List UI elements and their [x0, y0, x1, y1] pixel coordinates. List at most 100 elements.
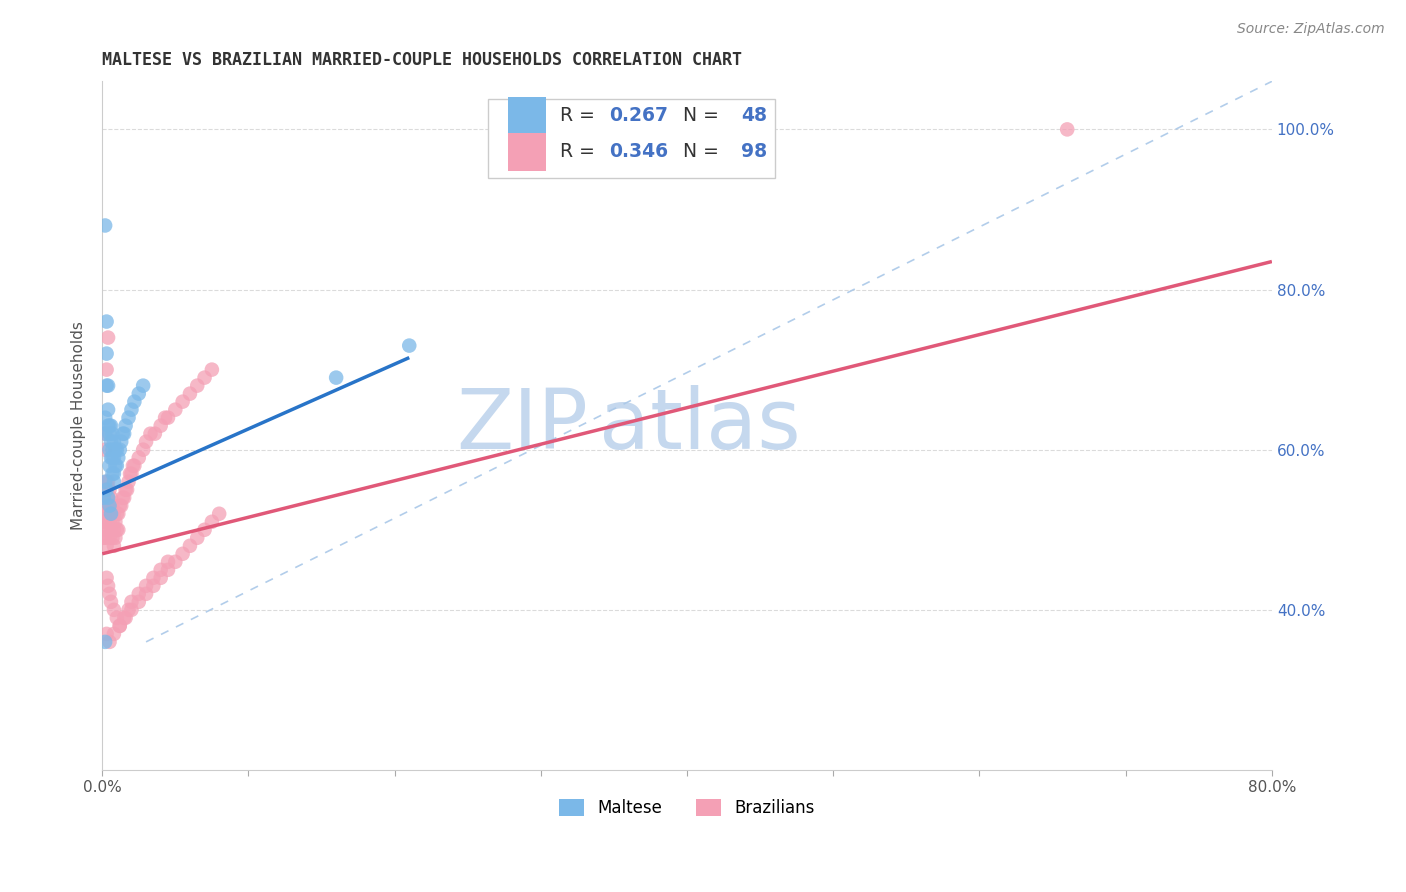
Maltese [97, 402, 120, 417]
Brazilians [98, 515, 121, 529]
Text: atlas: atlas [599, 385, 801, 467]
Brazilians [1056, 122, 1078, 136]
Maltese [94, 635, 117, 649]
Maltese [101, 467, 124, 481]
Brazilians [94, 426, 117, 441]
Maltese [94, 426, 117, 441]
Brazilians [96, 539, 118, 553]
Brazilians [153, 410, 176, 425]
Brazilians [128, 587, 150, 601]
Maltese [325, 370, 347, 384]
Brazilians [132, 442, 155, 457]
Brazilians [104, 515, 127, 529]
Brazilians [149, 571, 172, 585]
Brazilians [114, 611, 136, 625]
Brazilians [98, 531, 121, 545]
Brazilians [97, 507, 120, 521]
Maltese [124, 394, 146, 409]
Brazilians [208, 507, 231, 521]
Maltese [104, 442, 127, 457]
Maltese [108, 442, 131, 457]
Brazilians [120, 467, 142, 481]
Maltese [98, 458, 121, 473]
Brazilians [98, 483, 121, 497]
Brazilians [96, 491, 118, 505]
Brazilians [94, 515, 117, 529]
Brazilians [101, 515, 124, 529]
Brazilians [108, 619, 131, 633]
Maltese [96, 483, 118, 497]
Brazilians [110, 499, 132, 513]
Brazilians [93, 531, 115, 545]
Brazilians [165, 402, 187, 417]
Brazilians [96, 571, 118, 585]
Maltese [97, 491, 120, 505]
Maltese [94, 475, 117, 489]
Brazilians [186, 378, 208, 392]
Brazilians [120, 595, 142, 609]
Text: 98: 98 [741, 142, 768, 161]
Brazilians [128, 595, 150, 609]
Brazilians [201, 362, 224, 376]
Brazilians [172, 394, 194, 409]
Brazilians [142, 579, 165, 593]
Brazilians [96, 507, 118, 521]
Maltese [100, 418, 122, 433]
Brazilians [107, 507, 129, 521]
Text: 0.346: 0.346 [609, 142, 668, 161]
Brazilians [103, 539, 125, 553]
Maltese [110, 434, 132, 449]
Brazilians [120, 603, 142, 617]
Maltese [117, 410, 139, 425]
Brazilians [112, 491, 135, 505]
Brazilians [107, 523, 129, 537]
Brazilians [100, 595, 122, 609]
Maltese [101, 442, 124, 457]
Brazilians [111, 491, 134, 505]
Maltese [100, 434, 122, 449]
Brazilians [156, 410, 179, 425]
Brazilians [96, 627, 118, 641]
Brazilians [142, 571, 165, 585]
Brazilians [96, 475, 118, 489]
Brazilians [135, 434, 157, 449]
Maltese [93, 491, 115, 505]
Brazilians [149, 563, 172, 577]
Brazilians [135, 587, 157, 601]
Brazilians [114, 483, 136, 497]
Brazilians [115, 483, 138, 497]
Text: Source: ZipAtlas.com: Source: ZipAtlas.com [1237, 22, 1385, 37]
Maltese [98, 418, 121, 433]
Brazilians [103, 627, 125, 641]
Brazilians [105, 507, 128, 521]
Maltese [103, 467, 125, 481]
Brazilians [94, 499, 117, 513]
Brazilians [103, 523, 125, 537]
Maltese [94, 410, 117, 425]
Brazilians [117, 475, 139, 489]
Brazilians [98, 499, 121, 513]
Brazilians [179, 539, 201, 553]
Brazilians [97, 579, 120, 593]
Brazilians [105, 611, 128, 625]
Maltese [103, 450, 125, 465]
Brazilians [105, 523, 128, 537]
Brazilians [100, 507, 122, 521]
Maltese [398, 338, 420, 352]
Brazilians [117, 603, 139, 617]
Text: MALTESE VS BRAZILIAN MARRIED-COUPLE HOUSEHOLDS CORRELATION CHART: MALTESE VS BRAZILIAN MARRIED-COUPLE HOUS… [103, 51, 742, 69]
Maltese [105, 442, 128, 457]
Brazilians [128, 450, 150, 465]
Maltese [94, 219, 117, 233]
Brazilians [135, 579, 157, 593]
Maltese [105, 458, 128, 473]
Brazilians [193, 370, 215, 384]
Maltese [132, 378, 155, 392]
Maltese [107, 450, 129, 465]
Maltese [111, 426, 134, 441]
Maltese [114, 418, 136, 433]
Brazilians [97, 491, 120, 505]
Brazilians [156, 563, 179, 577]
FancyBboxPatch shape [508, 133, 546, 170]
Maltese [96, 346, 118, 360]
